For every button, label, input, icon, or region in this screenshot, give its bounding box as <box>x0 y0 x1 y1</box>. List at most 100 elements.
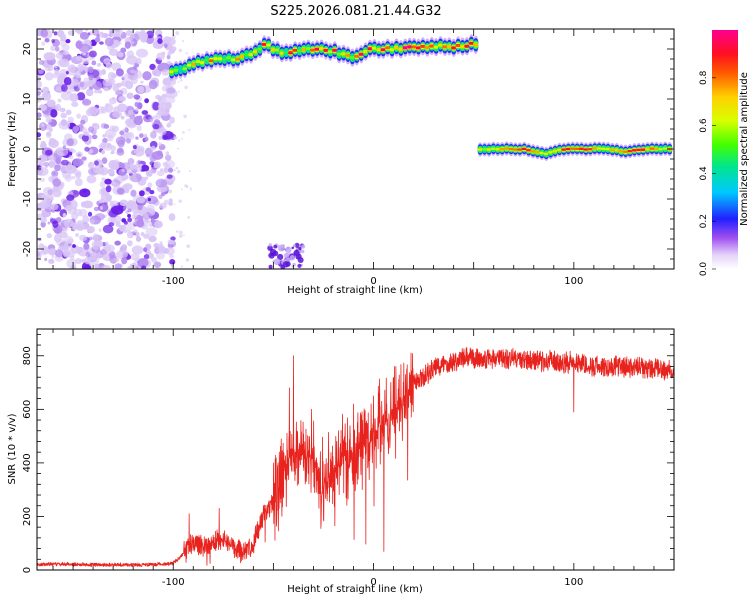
noise-speck <box>165 86 175 95</box>
signal-cell <box>402 46 408 50</box>
noise-speck <box>81 58 90 65</box>
noise-speck <box>164 154 172 161</box>
noise-speck <box>64 235 74 245</box>
signal-cell <box>380 48 386 52</box>
noise-speck <box>92 29 100 36</box>
signal-cell <box>468 41 474 45</box>
signal-cell <box>274 48 280 52</box>
noise-speck <box>162 36 172 45</box>
noise-speck <box>161 69 170 76</box>
noise-speck <box>74 29 78 33</box>
noise-speck <box>142 71 152 81</box>
noise-speck <box>128 37 133 41</box>
noise-speck <box>119 162 124 167</box>
noise-speck <box>111 97 116 101</box>
noise-speck <box>137 85 145 94</box>
noise-speck <box>102 78 113 87</box>
noise-speck <box>49 99 56 106</box>
noise-speck <box>160 191 166 197</box>
noise-speck <box>91 60 97 66</box>
signal-cell <box>248 53 254 57</box>
y-tick-label: 400 <box>22 453 33 472</box>
noise-speck <box>55 52 64 60</box>
noise-speck <box>131 245 144 255</box>
noise-speck <box>50 203 59 211</box>
noise-speck <box>68 155 74 160</box>
blob-speck <box>268 264 273 269</box>
noise-speck <box>76 55 82 61</box>
spectrogram-heat-layer <box>37 29 673 269</box>
noise-speck <box>152 123 160 130</box>
signal-cell <box>557 148 563 152</box>
noise-speck <box>101 157 108 165</box>
noise-speck <box>59 107 66 113</box>
noise-speck <box>87 225 95 234</box>
noise-speck <box>135 57 142 65</box>
noise-speck <box>58 58 70 68</box>
noise-speck <box>81 156 87 161</box>
noise-speck <box>40 194 47 199</box>
noise-speck <box>181 188 183 191</box>
signal-cell <box>385 46 391 50</box>
noise-speck <box>77 81 88 90</box>
noise-speck <box>163 43 168 48</box>
noise-speck <box>113 39 120 48</box>
noise-speck <box>62 145 66 149</box>
signal-cell <box>398 47 404 51</box>
noise-speck <box>91 252 97 257</box>
noise-speck <box>108 222 115 227</box>
signal-cell <box>297 49 303 53</box>
noise-speck <box>100 264 111 269</box>
noise-speck <box>114 263 122 269</box>
noise-speck <box>76 246 84 253</box>
signal-cell <box>504 147 510 150</box>
noise-speck <box>112 110 123 118</box>
signal-cell <box>301 47 307 51</box>
noise-speck <box>161 93 168 99</box>
noise-speck <box>66 258 77 269</box>
noise-speck <box>55 157 61 165</box>
noise-speck <box>39 177 46 182</box>
noise-speck <box>155 178 168 188</box>
blob-speck <box>273 244 278 249</box>
noise-speck <box>65 204 74 211</box>
noise-speck <box>133 229 138 235</box>
noise-speck <box>40 248 49 256</box>
noise-speck <box>70 255 75 261</box>
noise-speck <box>158 142 162 147</box>
blob-speck <box>294 242 300 248</box>
blob-speck <box>277 253 284 261</box>
signal-cell <box>583 148 589 151</box>
figure-title: S225.2026.081.21.44.G32 <box>270 4 441 19</box>
noise-speck <box>118 95 127 102</box>
noise-speck <box>141 265 147 269</box>
blob-speck <box>301 249 305 254</box>
noise-speck <box>55 249 64 258</box>
noise-speck <box>72 125 80 133</box>
signal-cell <box>345 53 351 57</box>
noise-speck <box>88 85 94 90</box>
noise-speck <box>152 101 160 111</box>
noise-speck <box>119 130 125 136</box>
noise-speck <box>52 220 59 229</box>
noise-speck <box>173 136 178 140</box>
signal-cell <box>526 149 532 152</box>
colorbar-tick-label: 0.0 <box>699 262 709 277</box>
noise-speck <box>130 189 137 198</box>
noise-speck <box>134 101 139 107</box>
noise-speck <box>107 168 115 175</box>
noise-speck <box>67 30 75 36</box>
noise-speck <box>105 185 112 193</box>
noise-speck <box>41 41 46 46</box>
noise-speck <box>178 48 183 53</box>
noise-speck <box>98 32 105 39</box>
noise-speck <box>45 149 53 156</box>
noise-speck <box>78 43 91 53</box>
noise-speck <box>134 70 143 79</box>
signal-cell <box>579 147 585 150</box>
blob-speck <box>280 264 286 269</box>
signal-cell <box>618 150 624 153</box>
noise-speck <box>75 223 85 231</box>
noise-speck <box>166 54 171 60</box>
noise-speck <box>44 72 54 81</box>
